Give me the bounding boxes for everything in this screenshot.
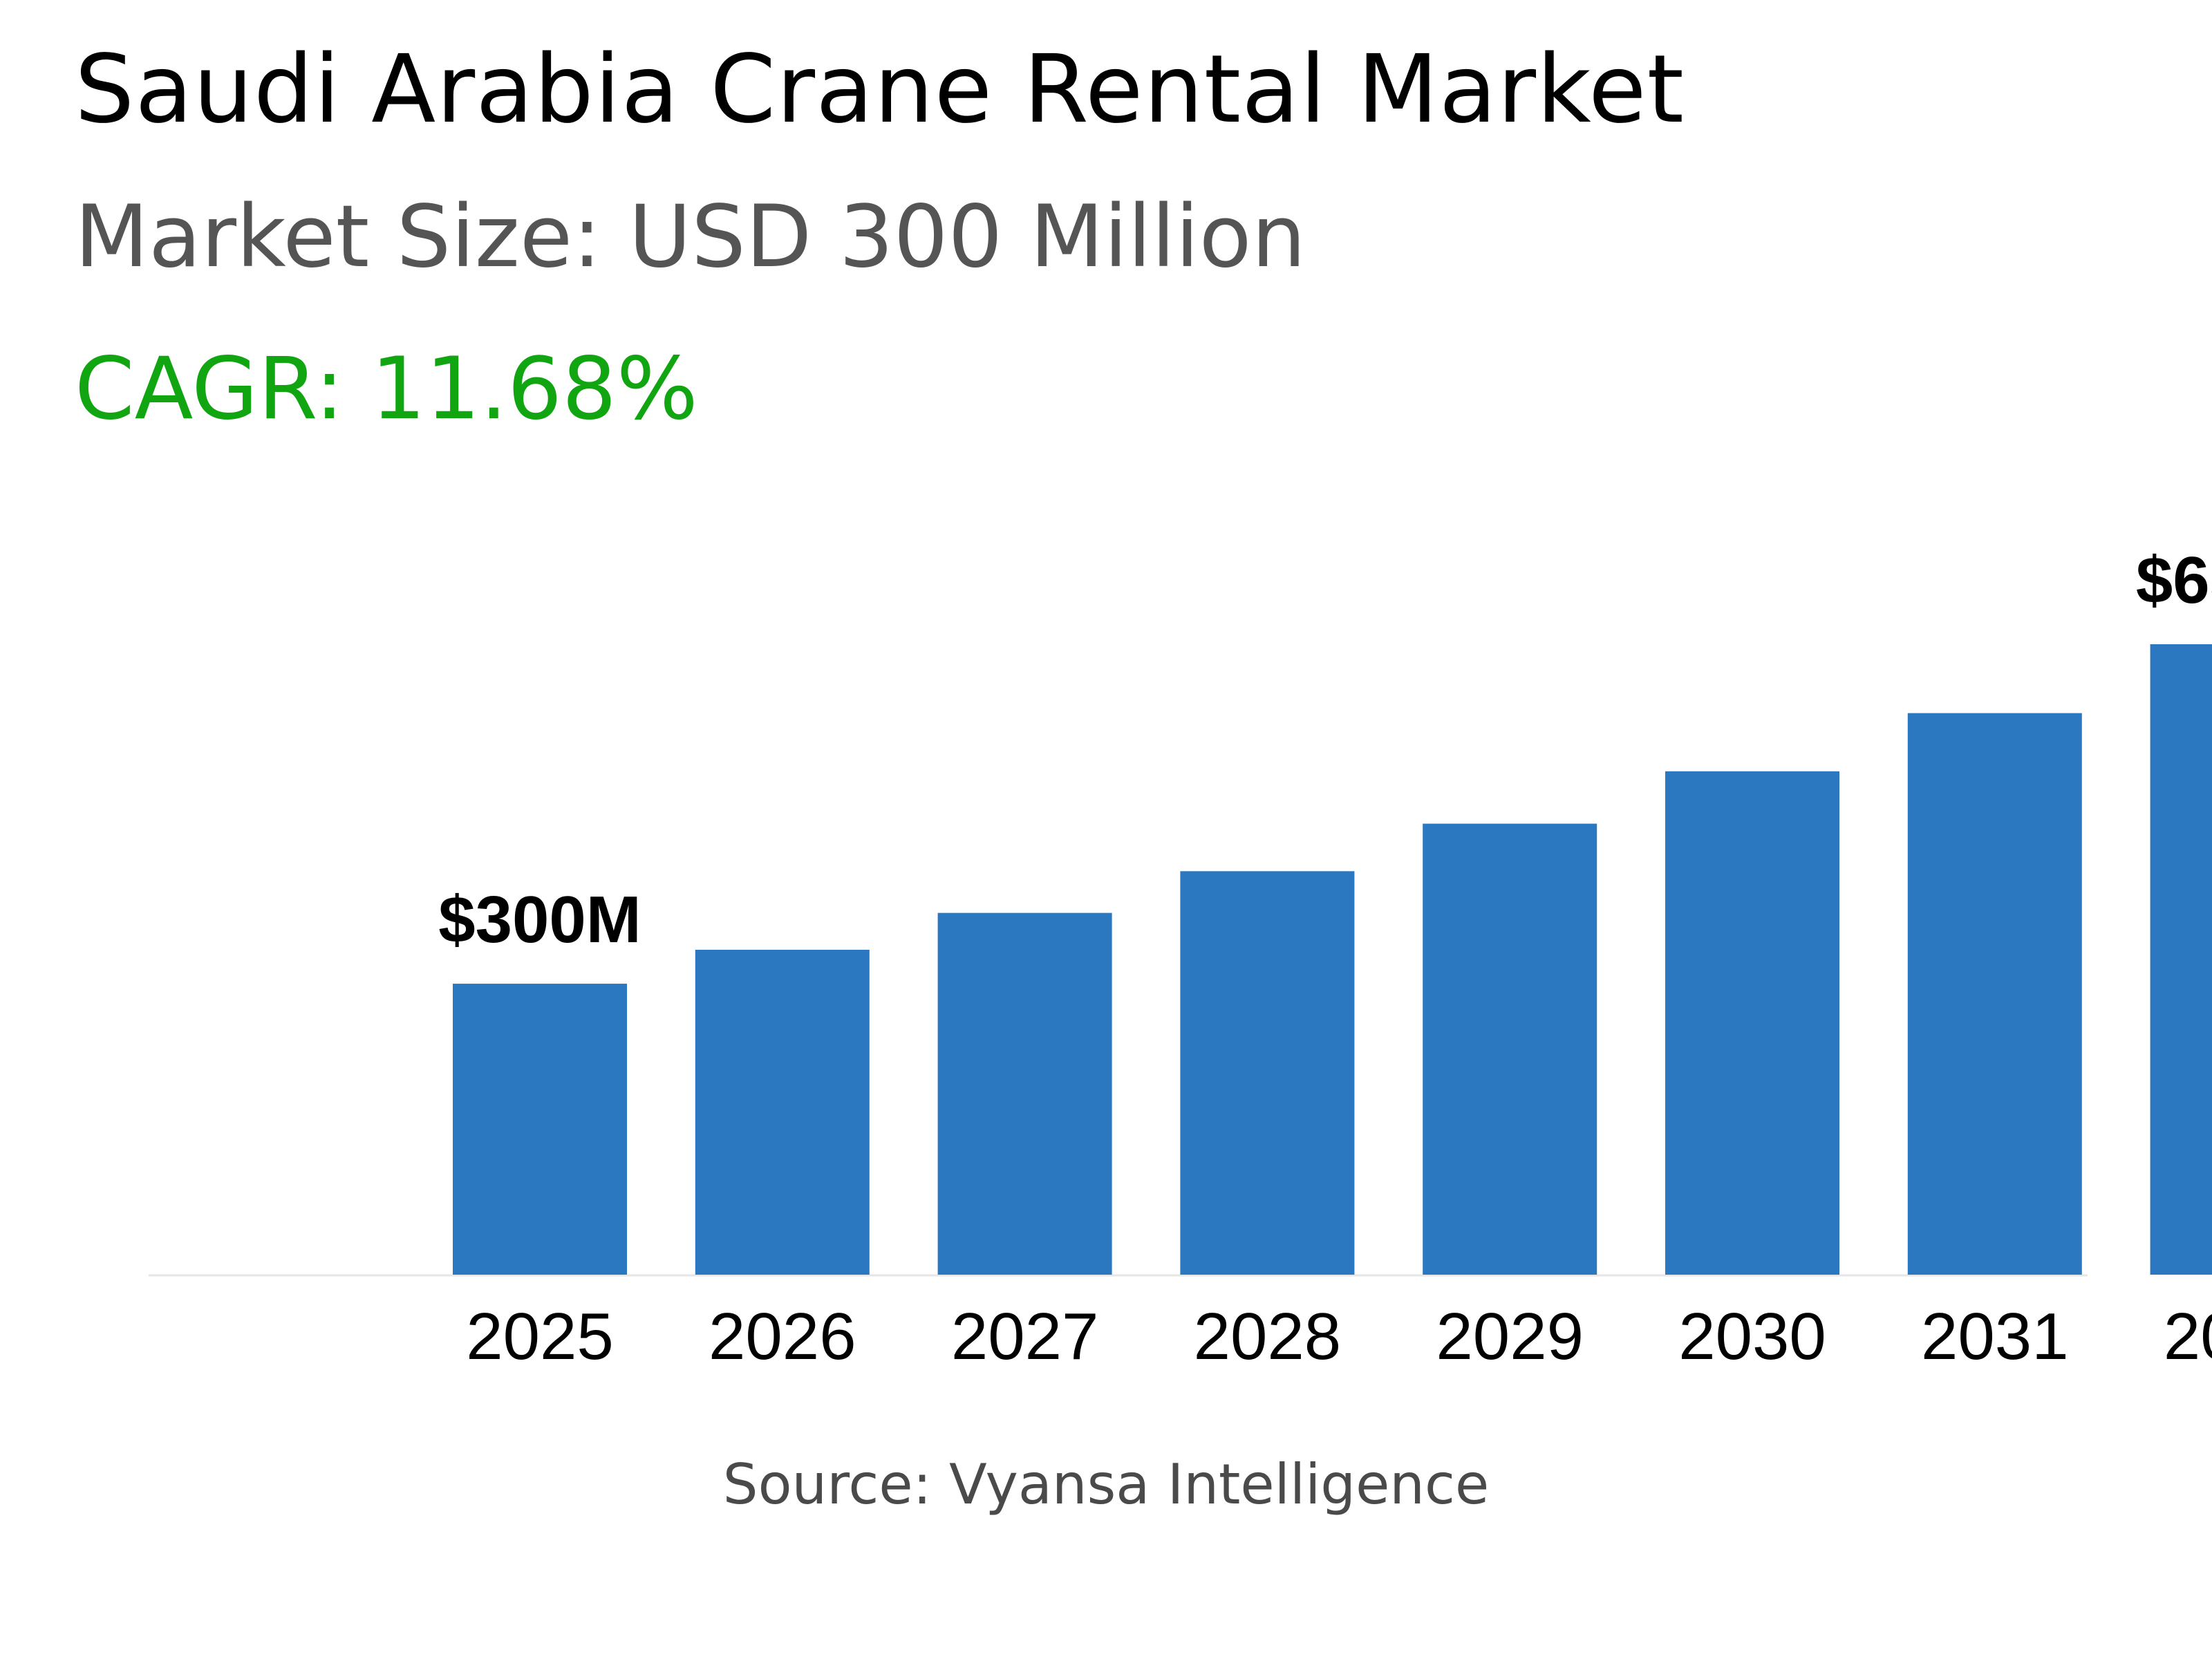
x-tick-label-2032: 2032: [2164, 1300, 2212, 1374]
data-label-2025: $300M: [438, 883, 641, 957]
chart-title: Saudi Arabia Crane Rental Market: [75, 35, 1685, 144]
x-tick-label-2029: 2029: [1436, 1300, 1584, 1374]
bar-2029: [1423, 823, 1597, 1275]
bar-2032: [2150, 644, 2212, 1275]
x-tick-label-2030: 2030: [1678, 1300, 1826, 1374]
bar-2027: [937, 912, 1112, 1275]
bar-2031: [1907, 713, 2082, 1275]
bar-2025: [453, 984, 627, 1275]
bar-2026: [695, 949, 870, 1275]
bar-2028: [1180, 871, 1355, 1275]
cagr-label: CAGR: 11.68%: [75, 339, 698, 439]
x-tick-label-2027: 2027: [951, 1300, 1099, 1374]
x-tick-label-2025: 2025: [466, 1300, 614, 1374]
x-tick-label-2031: 2031: [1921, 1300, 2069, 1374]
source-label: Source: Vyansa Intelligence: [722, 1452, 1490, 1517]
x-tick-label-2028: 2028: [1194, 1300, 1342, 1374]
x-tick-label-2026: 2026: [709, 1300, 856, 1374]
data-label-2032: $650M: [2136, 543, 2212, 617]
market-size-label: Market Size: USD 300 Million: [75, 187, 1306, 287]
bar-2030: [1665, 771, 1839, 1275]
